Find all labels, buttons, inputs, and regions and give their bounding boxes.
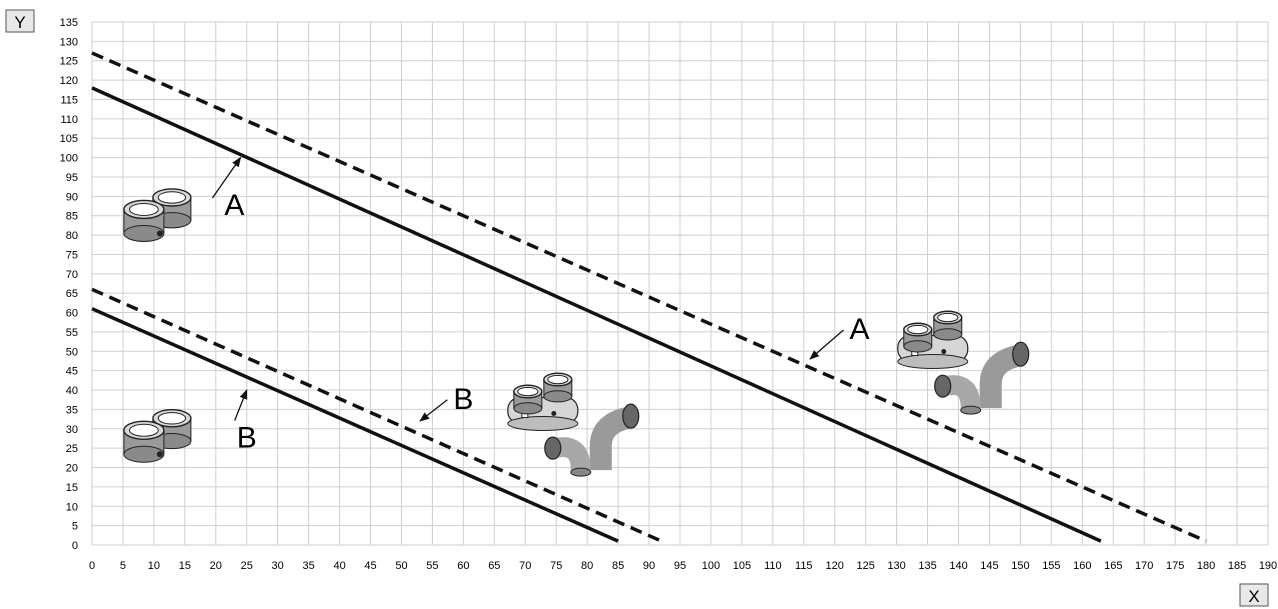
y-tick-label: 60 — [66, 308, 78, 320]
x-tick-label: 75 — [550, 560, 562, 572]
y-tick-label: 25 — [66, 443, 78, 455]
x-tick-label: 165 — [1104, 560, 1122, 572]
y-tick-label: 40 — [66, 385, 78, 397]
x-tick-label: 85 — [612, 560, 624, 572]
annotation-label: A — [224, 189, 244, 222]
y-tick-label: 35 — [66, 404, 78, 416]
x-tick-label: 65 — [488, 560, 500, 572]
x-tick-label: 90 — [643, 560, 655, 572]
x-tick-label: 35 — [303, 560, 315, 572]
x-tick-label: 110 — [764, 560, 782, 572]
x-tick-label: 125 — [857, 560, 875, 572]
series-line-solid — [91, 307, 619, 543]
y-tick-label: 0 — [72, 540, 78, 552]
y-tick-label: 50 — [66, 346, 78, 358]
x-tick-label: 135 — [918, 560, 936, 572]
y-tick-label: 125 — [60, 56, 78, 68]
y-tick-label: 85 — [66, 211, 78, 223]
annotation-label: A — [849, 313, 869, 346]
x-tick-label: 10 — [148, 560, 160, 572]
x-tick-label: 105 — [733, 560, 751, 572]
twin-pipe-adapter-round-icon — [123, 409, 192, 463]
x-tick-label: 150 — [1011, 560, 1029, 572]
annotations: A A B B — [211, 156, 870, 455]
x-tick-label: 180 — [1197, 560, 1215, 572]
series-lines — [91, 51, 1207, 543]
y-tick-label: 115 — [60, 94, 78, 106]
x-tick-label: 160 — [1073, 560, 1091, 572]
x-tick-label: 45 — [364, 560, 376, 572]
x-tick-label: 145 — [980, 560, 998, 572]
y-axis-label-box: Y — [5, 9, 35, 33]
y-tick-label: 55 — [66, 327, 78, 339]
y-tick-label: 45 — [66, 366, 78, 378]
x-tick-label: 190 — [1259, 560, 1277, 572]
series-line-solid — [91, 86, 1102, 543]
y-tick-label: 100 — [60, 153, 78, 165]
annotation-label: B — [237, 422, 257, 455]
y-tick-label: 30 — [66, 424, 78, 436]
x-tick-label: 155 — [1042, 560, 1060, 572]
y-tick-labels: 0 5 10 15 20 25 30 35 40 45 50 55 60 65 70 75 80 85 90 95 10… — [60, 17, 78, 552]
x-tick-label: 140 — [949, 560, 967, 572]
x-tick-label: 95 — [674, 560, 686, 572]
twin-pipe-adapter-box-icon — [897, 310, 969, 370]
x-tick-label: 115 — [795, 560, 813, 572]
grid — [91, 21, 1269, 546]
x-tick-label: 5 — [120, 560, 126, 572]
x-tick-label: 25 — [241, 560, 253, 572]
x-tick-labels: 0 5 10 15 20 25 30 35 40 45 50 55 60 65 70 75 80 85 90 95 10… — [89, 560, 1277, 572]
annotation-label: B — [453, 383, 473, 416]
twin-pipe-adapter-box-icon — [507, 372, 579, 432]
x-tick-label: 120 — [826, 560, 844, 572]
x-tick-label: 30 — [272, 560, 284, 572]
y-tick-label: 15 — [66, 482, 78, 494]
y-tick-label: 90 — [66, 191, 78, 203]
series-line-dashed — [91, 287, 663, 543]
x-tick-label: 55 — [426, 560, 438, 572]
x-tick-label: 15 — [179, 560, 191, 572]
annotation-arrow — [234, 389, 248, 421]
x-tick-label: 70 — [519, 560, 531, 572]
x-tick-label: 0 — [89, 560, 95, 572]
x-tick-label: 50 — [395, 560, 407, 572]
x-tick-label: 60 — [457, 560, 469, 572]
annotation-arrow — [809, 329, 844, 360]
x-tick-label: 40 — [333, 560, 345, 572]
y-tick-label: 130 — [60, 36, 78, 48]
y-axis-label: Y — [14, 13, 25, 32]
x-tick-label: 170 — [1135, 560, 1153, 572]
x-axis-label: X — [1248, 587, 1259, 606]
y-tick-label: 110 — [60, 114, 78, 126]
x-tick-label: 175 — [1166, 560, 1184, 572]
y-tick-label: 20 — [66, 463, 78, 475]
y-tick-label: 135 — [60, 17, 78, 29]
y-tick-label: 70 — [66, 269, 78, 281]
x-tick-label: 80 — [581, 560, 593, 572]
pipe-elbow-pair-icon — [544, 403, 640, 477]
y-tick-label: 75 — [66, 249, 78, 261]
annotation-arrow — [419, 399, 448, 422]
x-tick-label: 185 — [1228, 560, 1246, 572]
y-tick-label: 120 — [60, 75, 78, 87]
y-tick-label: 10 — [66, 501, 78, 513]
y-tick-label: 105 — [60, 133, 78, 145]
annotation-arrow — [211, 156, 242, 199]
pipe-elbow-pair-icon — [934, 341, 1030, 415]
x-tick-label: 130 — [887, 560, 905, 572]
x-tick-label: 20 — [210, 560, 222, 572]
x-tick-label: 100 — [702, 560, 720, 572]
y-tick-label: 80 — [66, 230, 78, 242]
y-tick-label: 5 — [72, 521, 78, 533]
y-tick-label: 65 — [66, 288, 78, 300]
x-axis-label-box: X — [1239, 583, 1269, 607]
y-tick-label: 95 — [66, 172, 78, 184]
illustrations — [123, 188, 1030, 477]
series-line-dashed — [91, 51, 1207, 543]
twin-pipe-adapter-round-icon — [123, 188, 192, 242]
